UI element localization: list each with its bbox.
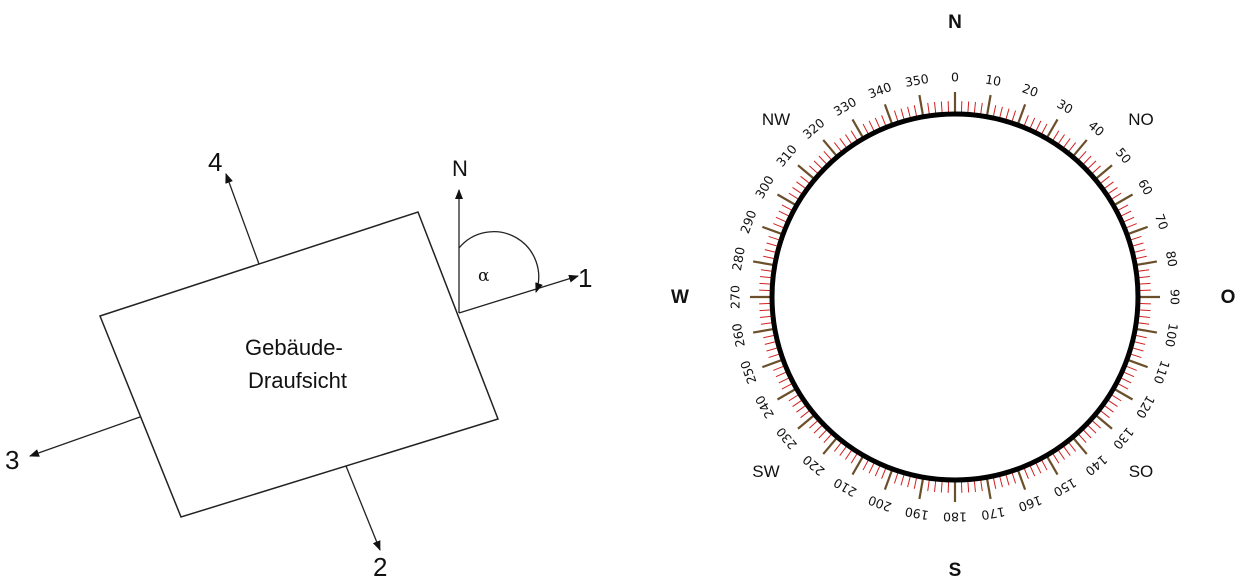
major-tick [1071, 139, 1088, 158]
degree-label-220: 220 [800, 452, 828, 479]
degree-label-150: 150 [1051, 475, 1079, 500]
degree-label-140: 140 [1082, 452, 1110, 479]
compass-ticks [750, 92, 1160, 502]
major-tick [985, 477, 992, 500]
degree-label-300: 300 [752, 173, 777, 201]
degree-label-0: 0 [951, 70, 959, 85]
degree-label-310: 310 [773, 142, 800, 170]
major-tick [761, 225, 784, 236]
degree-label-200: 200 [866, 493, 894, 515]
facade-label-1: 1 [578, 263, 592, 293]
major-tick [752, 327, 775, 334]
azimuth-angle-arc [458, 231, 543, 293]
degree-label-270: 270 [728, 285, 743, 309]
compass-ring [769, 111, 1141, 483]
degree-label-340: 340 [866, 79, 894, 101]
facade-arrow-3 [29, 416, 141, 457]
facade-arrow-1 [458, 274, 579, 314]
major-tick [776, 387, 798, 401]
major-tick [1094, 413, 1113, 430]
compass-no-label: NO [1128, 110, 1154, 129]
major-tick [883, 468, 894, 491]
major-tick [752, 260, 775, 267]
major-tick [851, 454, 865, 476]
major-tick [761, 358, 784, 369]
compass-south-label: S [949, 560, 962, 578]
facade-arrow-2 [345, 465, 381, 551]
degree-label-320: 320 [800, 115, 828, 142]
major-tick [1094, 164, 1113, 181]
compass-so-label: SO [1129, 462, 1154, 481]
major-tick [1112, 387, 1134, 401]
facade-arrow-4 [225, 173, 260, 265]
degree-label-120: 120 [1133, 393, 1158, 421]
degree-label-170: 170 [980, 504, 1006, 523]
major-tick [851, 118, 865, 140]
major-tick [1112, 193, 1134, 207]
major-tick [1016, 468, 1027, 491]
building-label-line2: Draufsicht [248, 368, 347, 393]
degree-label-100: 100 [1162, 322, 1181, 348]
building-label-line1: Gebäude- [245, 335, 343, 360]
major-tick [883, 103, 894, 126]
facade-label-2: 2 [373, 552, 387, 578]
degree-label-280: 280 [729, 246, 748, 272]
degree-label-70: 70 [1152, 212, 1172, 232]
major-tick [918, 94, 925, 117]
compass-sw-label: SW [752, 462, 779, 481]
degree-label-330: 330 [831, 94, 859, 119]
building-diagram: 1 2 3 4 N α Gebäude- Draufsicht [5, 147, 592, 578]
major-tick [1045, 454, 1059, 476]
major-tick [822, 139, 839, 158]
compass-nw-label: NW [762, 110, 790, 129]
major-tick [1016, 103, 1027, 126]
degree-label-50: 50 [1113, 145, 1135, 167]
degree-label-210: 210 [831, 475, 859, 500]
degree-label-260: 260 [729, 322, 748, 348]
major-tick [985, 94, 992, 117]
major-tick [1135, 327, 1158, 334]
degree-label-240: 240 [752, 393, 777, 421]
degree-label-290: 290 [737, 208, 759, 236]
compass-east-label: O [1221, 287, 1236, 308]
degree-label-10: 10 [984, 72, 1002, 90]
degree-label-30: 30 [1054, 96, 1075, 117]
major-tick [1045, 118, 1059, 140]
major-tick [1071, 436, 1088, 455]
angle-label: α [478, 266, 490, 286]
degree-label-230: 230 [773, 424, 800, 452]
degree-label-160: 160 [1016, 493, 1044, 515]
major-tick [776, 193, 798, 207]
degree-label-60: 60 [1135, 176, 1156, 197]
degree-label-80: 80 [1163, 250, 1181, 268]
degree-label-110: 110 [1151, 358, 1173, 386]
major-tick [1135, 260, 1158, 267]
major-tick [797, 413, 816, 430]
degree-label-130: 130 [1110, 424, 1137, 452]
major-tick [797, 164, 816, 181]
degree-label-250: 250 [737, 358, 759, 386]
major-tick [1126, 225, 1149, 236]
degree-label-180: 180 [943, 510, 967, 525]
building-outline [99, 211, 499, 518]
major-tick [918, 477, 925, 500]
major-tick [1126, 358, 1149, 369]
degree-label-90: 90 [1168, 289, 1183, 305]
degree-label-350: 350 [904, 71, 930, 90]
facade-label-3: 3 [5, 445, 19, 475]
major-tick [822, 436, 839, 455]
compass-west-label: W [671, 287, 689, 308]
north-label: N [452, 156, 468, 181]
compass-north-label: N [948, 12, 962, 33]
facade-label-4: 4 [208, 147, 222, 177]
degree-label-190: 190 [904, 504, 930, 523]
degree-label-40: 40 [1086, 118, 1108, 140]
degree-label-20: 20 [1020, 80, 1040, 100]
